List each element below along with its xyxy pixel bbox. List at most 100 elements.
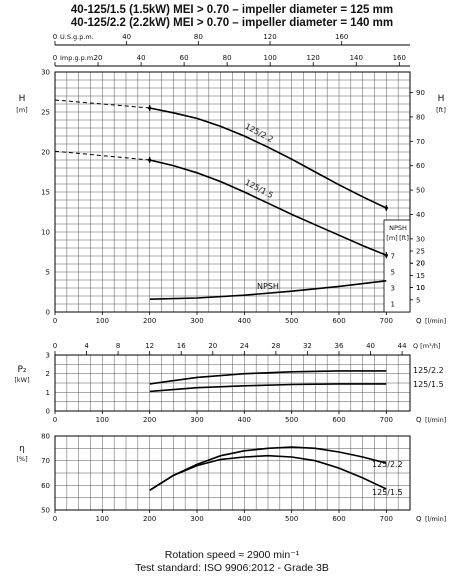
efficiency-x-tick-label: 500 (285, 515, 298, 523)
head-x-axis-unit: [l/min] (425, 317, 446, 325)
head-ft-tick-label: 10 (416, 284, 425, 292)
impgpm-tick-label: 120 (307, 54, 320, 62)
power-x-tick-label: 0 (53, 416, 57, 424)
head-curve-npsh (149, 280, 387, 300)
power-curve-125-1-5 (149, 383, 387, 393)
efficiency-curve-125-1-5 (149, 454, 387, 491)
efficiency-x-tick-label: 0 (53, 515, 57, 523)
power-frame (54, 354, 411, 412)
head-y-tick-label: 15 (41, 189, 50, 197)
impgpm-tick-label: 80 (223, 54, 232, 62)
m3h-tick-label: 0 (53, 342, 57, 350)
power-x-tick-label: 700 (380, 416, 393, 424)
chart-title-line-2: 40-125/2.2 (2.2kW) MEI > 0.70 – impeller… (70, 17, 394, 29)
head-curve-125-1-5 (149, 159, 387, 256)
head-ft-tick-label: 60 (416, 162, 425, 170)
head-ft-tick-label: 30 (416, 235, 425, 243)
head-y-tick-label: 30 (41, 69, 50, 77)
efficiency-x-tick-label: 300 (190, 515, 203, 523)
head-x-tick-label: 200 (143, 317, 156, 325)
impgpm-tick-label: 140 (350, 54, 363, 62)
m3h-tick-label: 32 (303, 342, 312, 350)
power-y-tick-label: 3 (46, 352, 50, 360)
head-series-label-125-2-2: 125/2.2 (243, 122, 274, 144)
npsh-axis-unit-ft: [ft] (399, 234, 409, 242)
power-x-tick-label: 600 (332, 416, 345, 424)
head-curve-125-2-2 (149, 107, 387, 209)
head-y-axis-label: H (19, 94, 26, 104)
head-x-tick-label: 0 (53, 317, 57, 325)
head-ft-tick-label: 50 (416, 187, 425, 195)
impgpm-tick-label: 100 (263, 54, 276, 62)
head-curve-point (148, 158, 152, 162)
head-y-tick-label: 20 (41, 149, 50, 157)
efficiency-x-axis-unit: [l/min] (425, 515, 446, 523)
head-x-tick-label: 500 (285, 317, 298, 325)
power-x-axis-unit: [l/min] (425, 416, 446, 424)
rotation-speed-note: Rotation speed ≈ 2900 min⁻¹ (164, 549, 300, 561)
head-ft-tick-label: 90 (416, 89, 425, 97)
impgpm-tick-label: 0 (53, 54, 57, 62)
power-y-tick-label: 2 (46, 370, 50, 378)
head-y-tick-label: 10 (41, 229, 50, 237)
head-curve-point (148, 106, 152, 110)
usgpm-tick-label: 40 (122, 33, 131, 41)
head-y-tick-label: 0 (46, 309, 50, 317)
power-x-tick-label: 300 (190, 416, 203, 424)
head-ft-tick-label: 40 (416, 211, 425, 219)
head-x-tick-label: 600 (332, 317, 345, 325)
efficiency-y-tick-label: 60 (41, 482, 50, 490)
usgpm-tick-label: 160 (335, 33, 348, 41)
head-x-tick-label: 100 (96, 317, 109, 325)
power-y-axis-label: P₂ (17, 365, 26, 375)
npsh-axis-box (383, 219, 411, 313)
usgpm-tick-label: 0 (53, 33, 57, 41)
npsh-ft-tick-label: 15 (416, 272, 425, 280)
power-series-label-125-1-5: 125/1.5 (413, 380, 444, 389)
npsh-m-tick-label: 3 (391, 285, 395, 293)
impgpm-tick-label: 60 (180, 54, 189, 62)
head-series-label-125-1-5: 125/1.5 (243, 178, 274, 200)
head-ft-tick-label: 20 (416, 260, 425, 268)
m3h-tick-label: 8 (116, 342, 120, 350)
efficiency-y-axis-unit: [%] (16, 455, 27, 463)
efficiency-series-label-125-2-2: 125/2.2 (372, 460, 403, 469)
head-x-tick-label: 400 (238, 317, 251, 325)
test-standard-note: Test standard: ISO 9906:2012 - Grade 3B (135, 562, 329, 574)
npsh-m-tick-label: 1 (391, 301, 395, 309)
npsh-axis-unit-m: [m] (386, 234, 397, 242)
efficiency-frame (54, 435, 411, 511)
power-x-tick-label: 200 (143, 416, 156, 424)
head-curve-dashed-125-2-2 (54, 99, 150, 109)
head-right-axis-label: H (438, 94, 445, 104)
head-x-axis-label: Q (416, 317, 422, 325)
power-x-tick-label: 100 (96, 416, 109, 424)
efficiency-x-tick-label: 100 (96, 515, 109, 523)
impgpm-tick-label: 20 (94, 54, 103, 62)
npsh-ft-tick-label: 5 (416, 296, 420, 304)
efficiency-series-label-125-1-5: 125/1.5 (372, 488, 403, 497)
m3h-tick-label: 4 (84, 342, 89, 350)
efficiency-x-tick-label: 600 (332, 515, 345, 523)
chart-title-line-1: 40-125/1.5 (1.5kW) MEI > 0.70 – impeller… (70, 4, 394, 16)
head-x-tick-label: 300 (190, 317, 203, 325)
efficiency-y-tick-label: 70 (41, 457, 50, 465)
power-y-axis-unit: [kW] (14, 376, 29, 384)
head-frame (54, 71, 411, 313)
power-y-tick-label: 0 (46, 408, 50, 416)
npsh-axis-label: NPSH (389, 224, 407, 232)
power-curve-125-2-2 (149, 370, 387, 385)
power-x-tick-label: 400 (238, 416, 251, 424)
m3h-tick-label: 44 (398, 342, 407, 350)
head-ft-tick-label: 70 (416, 138, 425, 146)
efficiency-y-tick-label: 50 (41, 507, 50, 515)
npsh-ft-tick-label: 25 (416, 248, 425, 256)
head-y-tick-label: 25 (41, 109, 50, 117)
power-x-axis-label: Q (416, 416, 422, 424)
impgpm-axis-label: Imp.g.p.m. (60, 54, 95, 62)
head-ft-tick-label: 80 (416, 113, 425, 121)
npsh-m-tick-label: 7 (391, 253, 395, 261)
usgpm-tick-label: 120 (263, 33, 276, 41)
efficiency-x-tick-label: 200 (143, 515, 156, 523)
